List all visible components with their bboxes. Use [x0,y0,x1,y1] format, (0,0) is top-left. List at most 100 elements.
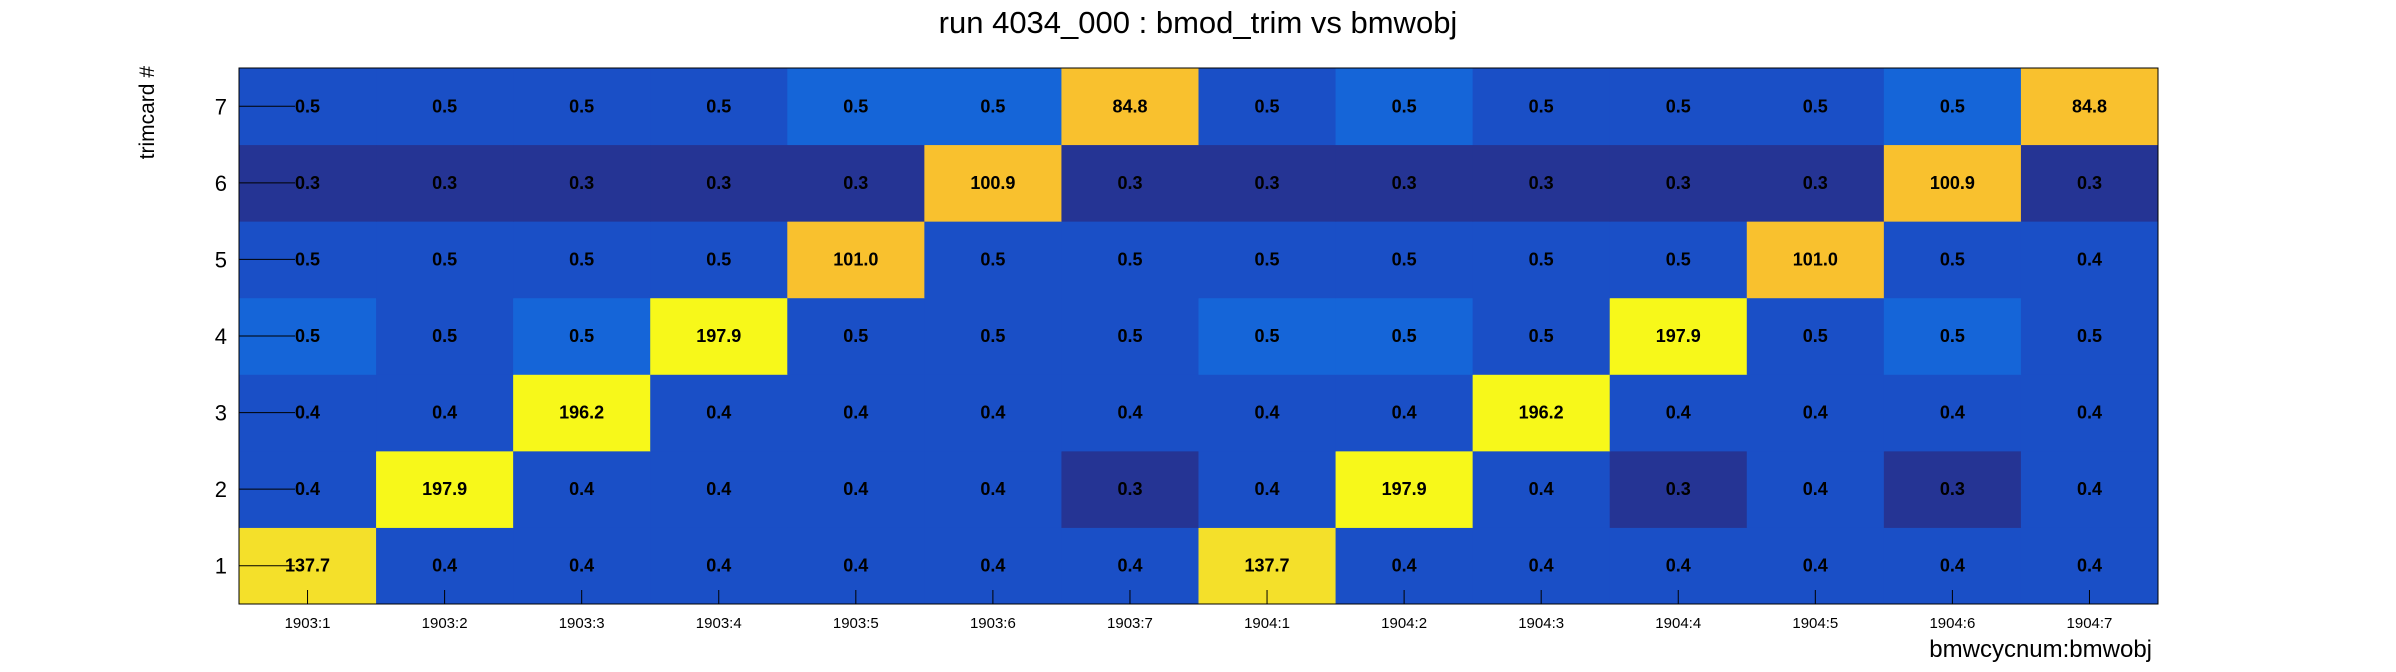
cell-value-label: 0.5 [432,96,457,116]
heatmap-cell [1061,68,1199,146]
heatmap-cell [376,221,514,299]
y-tick-label: 2 [215,477,227,502]
cell-value-label: 0.4 [1392,403,1417,423]
cell-value-label: 0.5 [1940,326,1965,346]
heatmap-cell [1335,221,1474,299]
cell-value-label: 196.2 [1519,403,1564,423]
cell-value-label: 0.5 [2077,326,2102,346]
cell-value-label: 84.8 [1112,96,1147,116]
heatmap-cell [1883,374,2022,452]
heatmap-cell [1061,221,1199,299]
x-tick-label: 1903:3 [559,615,605,632]
cell-value-label: 0.4 [843,556,868,576]
heatmap-cell [1061,374,1199,452]
cell-value-label: 0.4 [1666,403,1691,423]
heatmap-cell [924,68,1062,146]
cell-value-label: 0.5 [432,249,457,269]
cell-value-label: 0.5 [980,326,1005,346]
cell-value-label: 84.8 [2072,96,2107,116]
cell-value-label: 137.7 [285,556,330,576]
cell-value-label: 0.5 [1666,249,1691,269]
heatmap-cell [1609,374,1748,452]
cell-value-label: 0.4 [1803,479,1828,499]
heatmap-cell [924,297,1062,375]
cell-value-label: 0.4 [432,556,457,576]
heatmap-cell [376,374,514,452]
cell-value-label: 197.9 [1382,479,1427,499]
heatmap-cell [1198,68,1337,146]
cell-value-label: 0.5 [843,96,868,116]
cell-value-label: 0.3 [706,173,731,193]
heatmap-cell [650,297,788,375]
x-tick-label: 1903:4 [696,615,742,632]
heatmap-cell [1198,221,1337,299]
cell-value-label: 0.5 [1529,96,1554,116]
cell-value-label: 0.4 [706,479,731,499]
heatmap-cell [1883,450,2022,528]
cell-value-label: 0.5 [1255,96,1280,116]
cell-value-label: 0.4 [1803,556,1828,576]
heatmap-cell [787,144,925,222]
cell-value-label: 0.3 [1117,173,1142,193]
heatmap-cell [1335,374,1474,452]
heatmap-cell [513,144,651,222]
heatmap-cell [787,450,925,528]
heatmap-cell [1198,297,1337,375]
x-tick-label: 1903:6 [970,615,1016,632]
cell-value-label: 0.3 [1666,479,1691,499]
cell-value-label: 0.5 [1255,249,1280,269]
cell-value-label: 0.5 [569,326,594,346]
heatmap-cell [376,297,514,375]
cell-value-label: 0.5 [706,96,731,116]
cell-value-label: 0.4 [980,403,1005,423]
cell-value-label: 0.3 [843,173,868,193]
y-tick-label: 6 [215,171,227,196]
cell-value-label: 197.9 [696,326,741,346]
cell-value-label: 0.4 [569,556,594,576]
heatmap-cell [2020,221,2159,299]
cell-value-label: 0.3 [1803,173,1828,193]
cell-value-label: 0.4 [2077,479,2102,499]
heatmap-cell [1883,144,2022,222]
cell-value-label: 0.5 [1392,326,1417,346]
x-tick-label: 1904:6 [1929,615,1975,632]
x-tick-label: 1904:1 [1244,615,1290,632]
heatmap-cell [513,450,651,528]
heatmap-cell [1883,221,2022,299]
cell-value-label: 0.4 [1255,403,1280,423]
cell-value-label: 0.5 [980,249,1005,269]
heatmap-cell [1746,221,1885,299]
cell-value-label: 0.4 [569,479,594,499]
cell-value-label: 0.3 [1117,479,1142,499]
cell-value-label: 0.5 [1117,326,1142,346]
heatmap-cell [1609,221,1748,299]
cell-value-label: 0.5 [706,249,731,269]
cell-value-label: 197.9 [422,479,467,499]
heatmap-cell [1883,297,2022,375]
heatmap-cell [1746,68,1885,146]
cell-value-label: 0.3 [1940,479,1965,499]
x-tick-label: 1903:2 [422,615,468,632]
cell-value-label: 0.5 [1529,249,1554,269]
heatmap-cell [650,450,788,528]
x-axis-ticks: 1903:1 1903:2 1903:3 1903:4 1903:5 1903:6 1903… [285,590,2112,632]
heatmap-cell [1609,144,1748,222]
cell-value-label: 0.4 [843,403,868,423]
heatmap-cell [650,374,788,452]
heatmap-cell [1061,297,1199,375]
heatmap-cell [513,221,651,299]
heatmap-cell [1061,144,1199,222]
heatmap-cell [787,68,925,146]
cell-value-label: 0.5 [980,96,1005,116]
cell-value-label: 0.4 [1117,556,1142,576]
cell-value-label: 0.5 [1392,249,1417,269]
cell-value-label: 0.4 [1940,556,1965,576]
heatmap-cell [1335,450,1474,528]
cell-value-label: 0.4 [1666,556,1691,576]
heatmap-cell [650,221,788,299]
heatmap-cell [1472,297,1611,375]
heatmap-cell [1472,450,1611,528]
heatmap-cell [924,144,1062,222]
cell-value-label: 101.0 [1793,249,1838,269]
y-tick-label: 4 [215,324,227,349]
